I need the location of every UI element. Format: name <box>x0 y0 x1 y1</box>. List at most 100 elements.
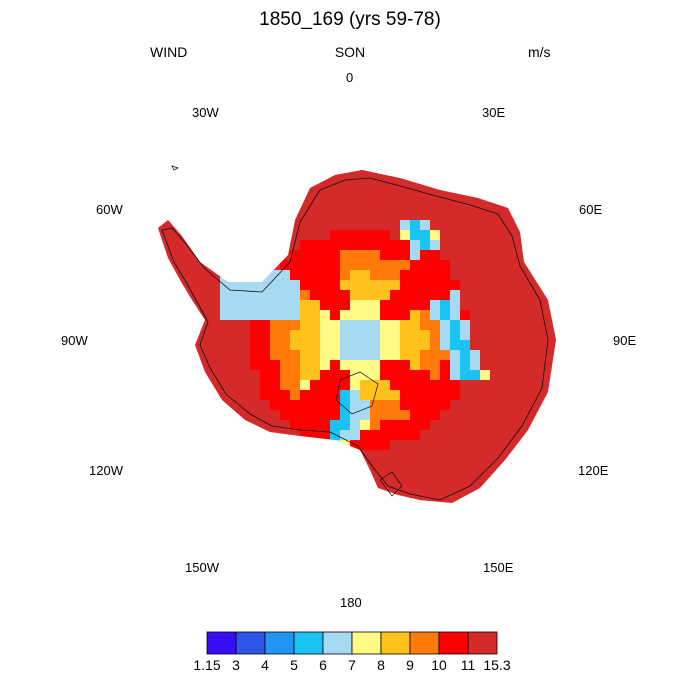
wind-cell <box>380 410 391 421</box>
wind-cell <box>170 440 181 451</box>
wind-cell <box>180 340 191 351</box>
wind-cell <box>370 220 381 231</box>
wind-cell <box>480 170 491 181</box>
wind-cell <box>340 170 351 181</box>
wind-cell <box>360 340 371 351</box>
wind-cell <box>500 380 511 391</box>
wind-cell <box>510 450 521 461</box>
wind-cell <box>250 410 261 421</box>
wind-cell <box>330 380 341 391</box>
wind-cell <box>270 270 281 281</box>
wind-cell <box>220 350 231 361</box>
wind-cell <box>410 360 421 371</box>
wind-cell <box>400 410 411 421</box>
wind-cell <box>190 320 201 331</box>
wind-cell <box>240 410 251 421</box>
wind-cell <box>210 400 221 411</box>
wind-cell <box>530 340 541 351</box>
wind-cell <box>310 500 321 503</box>
colorbar-tick-label: 7 <box>348 657 356 673</box>
wind-cell <box>160 480 171 491</box>
wind-cell <box>260 490 271 501</box>
wind-cell <box>210 460 221 471</box>
wind-cell <box>560 240 571 251</box>
wind-cell <box>370 240 381 251</box>
wind-cell <box>540 360 551 371</box>
wind-cell <box>470 170 481 181</box>
wind-cell <box>158 500 161 503</box>
wind-cell <box>440 230 451 241</box>
wind-cell <box>490 280 501 291</box>
wind-cell <box>210 410 221 421</box>
wind-cell <box>350 270 361 281</box>
wind-cell <box>220 500 231 503</box>
wind-cell <box>480 410 491 421</box>
wind-cell <box>350 210 361 221</box>
wind-cell <box>380 440 391 451</box>
coastline <box>161 177 549 501</box>
wind-cell <box>450 200 461 211</box>
wind-cell <box>260 250 271 261</box>
wind-cell <box>420 200 431 211</box>
wind-cell <box>160 400 171 411</box>
wind-cell <box>170 320 181 331</box>
wind-cell <box>380 460 391 471</box>
coast-detail <box>379 471 403 497</box>
wind-cell <box>220 490 231 501</box>
wind-cell <box>260 420 271 431</box>
wind-cell <box>180 270 191 281</box>
wind-cell <box>180 170 191 171</box>
wind-cell <box>160 380 171 391</box>
wind-cell <box>380 280 391 291</box>
wind-cell <box>270 450 281 461</box>
wind-cell <box>450 380 461 391</box>
wind-cell <box>530 500 541 503</box>
wind-cell <box>370 430 381 441</box>
wind-cell <box>420 190 431 201</box>
wind-cell <box>220 170 231 181</box>
wind-cell <box>158 180 161 191</box>
wind-cell <box>510 370 521 381</box>
wind-cell <box>160 190 171 201</box>
wind-cell <box>420 380 431 391</box>
wind-cell <box>260 480 271 491</box>
wind-cell <box>390 430 401 441</box>
wind-cell <box>520 390 531 401</box>
wind-cell <box>240 320 251 331</box>
island-outline <box>171 165 179 171</box>
wind-cell <box>290 440 301 451</box>
wind-cell <box>490 420 501 431</box>
wind-cell <box>500 190 511 201</box>
wind-cell <box>560 200 571 211</box>
wind-cell <box>370 200 381 211</box>
wind-cell <box>450 250 461 261</box>
units-label: m/s <box>528 44 551 60</box>
wind-cell <box>450 450 461 461</box>
wind-cell <box>350 240 361 251</box>
wind-cell <box>290 320 301 331</box>
wind-cell <box>220 450 231 461</box>
wind-cell <box>158 380 161 391</box>
wind-cell <box>320 450 331 461</box>
wind-cell <box>560 190 571 201</box>
wind-cell <box>470 260 481 271</box>
wind-cell <box>520 320 531 331</box>
wind-cell <box>440 330 451 341</box>
wind-cell <box>460 460 471 471</box>
wind-cell <box>320 300 331 311</box>
wind-cell <box>560 220 571 231</box>
wind-cell <box>210 440 221 451</box>
wind-cell <box>290 170 301 171</box>
wind-cell <box>470 340 481 351</box>
wind-cell <box>470 490 481 501</box>
wind-cell <box>400 370 411 381</box>
wind-cell <box>170 470 181 481</box>
wind-cell <box>180 380 191 391</box>
wind-cell <box>200 210 211 221</box>
wind-cell <box>560 280 571 291</box>
wind-cell <box>250 230 261 241</box>
wind-cell <box>200 290 211 301</box>
wind-cell <box>490 350 501 361</box>
wind-cell <box>550 470 556 481</box>
wind-cell <box>500 170 511 171</box>
